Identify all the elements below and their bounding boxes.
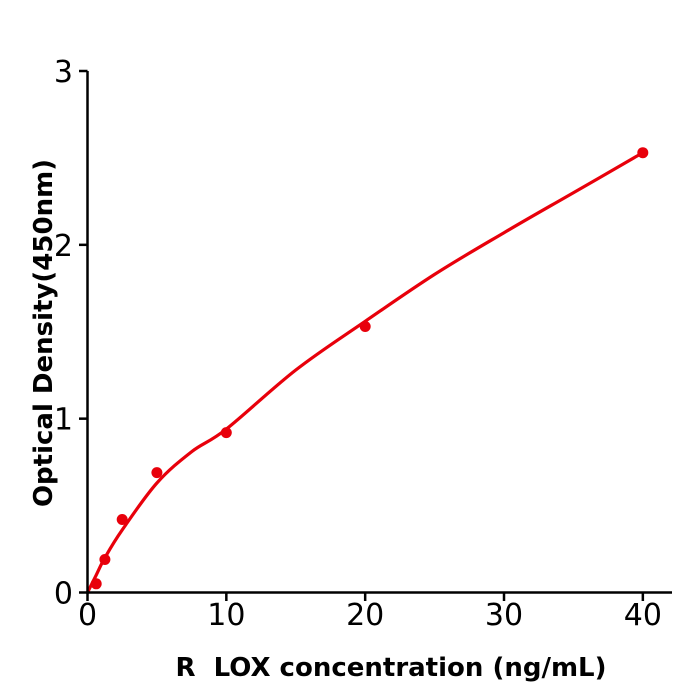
data-point — [637, 147, 649, 159]
x-tick-label: 40 — [624, 598, 662, 633]
y-tick-label: 3 — [54, 55, 73, 90]
y-axis-title: Optical Density(450nm) — [29, 158, 59, 508]
x-axis-title: R LOX concentration (ng/mL) — [175, 653, 607, 683]
data-point — [151, 467, 163, 479]
data-point — [116, 514, 128, 525]
y-tick-label: 1 — [54, 403, 73, 438]
data-point — [90, 578, 102, 590]
fit-curve-path — [85, 151, 645, 595]
x-tick-label: 20 — [346, 598, 384, 633]
data-point — [99, 554, 111, 565]
data-point — [220, 427, 232, 439]
data-point — [359, 321, 371, 332]
x-tick-label: 10 — [207, 598, 245, 633]
x-tick-label: 30 — [485, 598, 523, 633]
y-tick-label: 0 — [54, 577, 73, 612]
y-tick-label: 2 — [54, 229, 73, 264]
x-tick-label: 0 — [78, 598, 97, 633]
